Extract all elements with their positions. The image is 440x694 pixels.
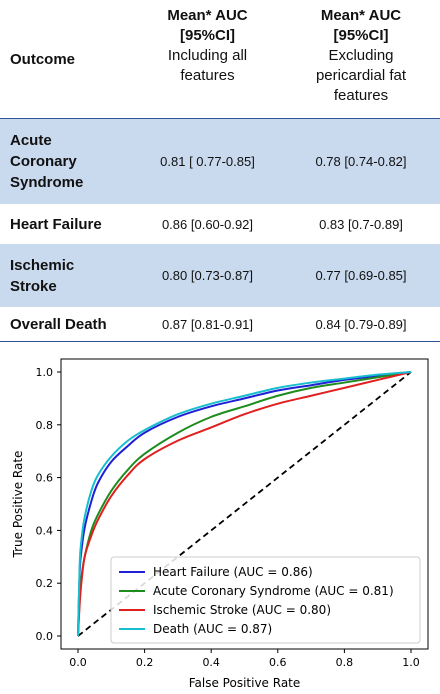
header-col1-bold-1: Mean* AUC <box>167 7 248 24</box>
row-auc-excluding: 0.78 [0.74-0.82] <box>315 154 407 169</box>
header-col2-sub-1: Excluding <box>328 47 394 64</box>
y-axis-label: True Positive Rate <box>11 451 25 559</box>
x-tick-label: 0.0 <box>69 656 87 669</box>
x-tick-label: 0.6 <box>269 656 287 669</box>
table-row: Overall Death 0.87 [0.81-0.91] 0.84 [0.7… <box>0 307 440 341</box>
header-including-all: Mean* AUC [95%CI] Including all features <box>140 6 275 86</box>
y-tick-label: 0.2 <box>36 577 54 590</box>
legend-label: Acute Coronary Syndrome (AUC = 0.81) <box>153 584 394 598</box>
row-auc-excluding: 0.83 [0.7-0.89] <box>319 216 403 232</box>
y-tick-label: 0.6 <box>36 472 54 485</box>
row-auc-excluding: 0.77 [0.69-0.85] <box>315 268 407 283</box>
header-outcome: Outcome <box>10 50 76 68</box>
row-auc-excluding: 0.84 [0.79-0.89] <box>315 316 407 332</box>
ischemic-stroke-roc-curve <box>77 371 412 637</box>
header-excluding-pericardial: Mean* AUC [95%CI] Excluding pericardial … <box>282 6 440 106</box>
row-outcome: Ischemic Stroke <box>10 244 140 307</box>
table-row: Heart Failure 0.86 [0.60-0.92] 0.83 [0.7… <box>0 204 440 244</box>
legend-box <box>110 556 421 644</box>
table-header-row: Outcome Mean* AUC [95%CI] Including all … <box>0 0 440 118</box>
header-col2-bold-1: Mean* AUC <box>320 7 402 24</box>
row-auc-including: 0.80 [0.73-0.87] <box>161 268 254 283</box>
table-bottom-rule <box>0 341 440 342</box>
x-tick-label: 0.8 <box>336 656 354 669</box>
legend-label: Death (AUC = 0.87) <box>153 622 272 636</box>
header-col2-sub-2: pericardial fat <box>315 67 407 84</box>
y-tick-label: 0.8 <box>36 419 54 432</box>
row-auc-including: 0.81 [ 0.77-0.85] <box>160 154 255 169</box>
row-outcome-line: Stroke <box>10 277 57 295</box>
row-outcome: Acute Coronary Syndrome <box>10 119 140 204</box>
roc-chart: 0.0 0.2 0.4 0.6 0.8 1.0 0.0 0.2 0.4 0.6 0.8 1.0 Fal… <box>11 358 429 690</box>
header-col1-sub-2: features <box>180 67 235 84</box>
row-outcome-line: Syndrome <box>10 174 84 191</box>
plot-frame <box>60 358 429 650</box>
row-outcome: Heart Failure <box>10 215 102 233</box>
x-tick-label: 0.2 <box>136 656 154 669</box>
row-outcome-line: Ischemic <box>10 256 75 274</box>
legend-label: Ischemic Stroke (AUC = 0.80) <box>153 603 331 617</box>
chart-legend: Heart Failure (AUC = 0.86) Acute Coronary… <box>110 556 421 644</box>
header-rule <box>0 118 440 119</box>
table-row: Ischemic Stroke 0.80 [0.73-0.87] 0.77 [0… <box>0 244 440 307</box>
row-outcome-line: Acute <box>10 132 52 149</box>
row-outcome-line: Coronary <box>10 153 77 170</box>
x-tick-label: 0.4 <box>202 656 220 669</box>
row-outcome: Overall Death <box>10 315 107 333</box>
header-col2-bold-2: [95%CI] <box>333 27 389 44</box>
header-col1-bold-2: [95%CI] <box>179 27 235 44</box>
x-tick-label: 1.0 <box>402 656 420 669</box>
table-row: Acute Coronary Syndrome 0.81 [ 0.77-0.85… <box>0 119 440 204</box>
heart-failure-roc-curve <box>77 371 412 637</box>
x-axis-label: False Positive Rate <box>189 676 301 690</box>
header-col1-sub-1: Including all <box>167 47 248 64</box>
y-tick-label: 0.0 <box>36 630 54 643</box>
header-col2-sub-3: features <box>333 87 389 104</box>
death-roc-curve <box>77 371 412 637</box>
row-auc-including: 0.86 [0.60-0.92] <box>161 216 254 232</box>
row-auc-including: 0.87 [0.81-0.91] <box>161 316 254 332</box>
y-tick-label: 0.4 <box>36 524 54 537</box>
y-tick-label: 1.0 <box>36 366 54 379</box>
legend-label: Heart Failure (AUC = 0.86) <box>153 565 313 579</box>
